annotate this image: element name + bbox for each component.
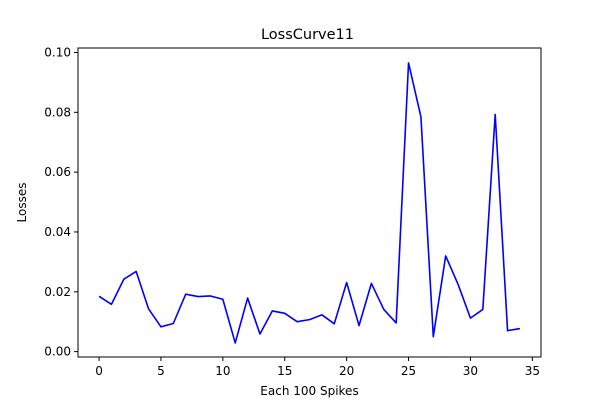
x-axis-label: Each 100 Spikes — [260, 384, 358, 398]
y-axis-label: Losses — [15, 183, 29, 223]
chart-title: LossCurve11 — [261, 27, 354, 43]
x-tick-label: 20 — [339, 364, 354, 378]
x-tick-label: 0 — [95, 364, 103, 378]
plot-area — [98, 62, 521, 344]
y-tick-label: 0.08 — [44, 105, 71, 119]
x-tick-label: 30 — [463, 364, 478, 378]
x-tick-label: 35 — [525, 364, 540, 378]
x-tick-label: 25 — [401, 364, 416, 378]
y-tick-label: 0.04 — [44, 225, 71, 239]
y-axis: 0.00 0.02 0.04 0.06 0.08 0.10 — [44, 45, 78, 359]
x-tick-label: 10 — [215, 364, 230, 378]
y-tick-label: 0.00 — [44, 345, 71, 359]
loss-series-line — [98, 62, 521, 344]
axes-frame — [77, 47, 542, 358]
x-tick-label: 5 — [157, 364, 165, 378]
y-tick-label: 0.06 — [44, 165, 71, 179]
x-axis: 0 5 10 15 20 25 30 35 — [95, 357, 540, 378]
y-tick-label: 0.10 — [44, 45, 71, 59]
y-tick-label: 0.02 — [44, 285, 71, 299]
x-tick-label: 15 — [277, 364, 292, 378]
